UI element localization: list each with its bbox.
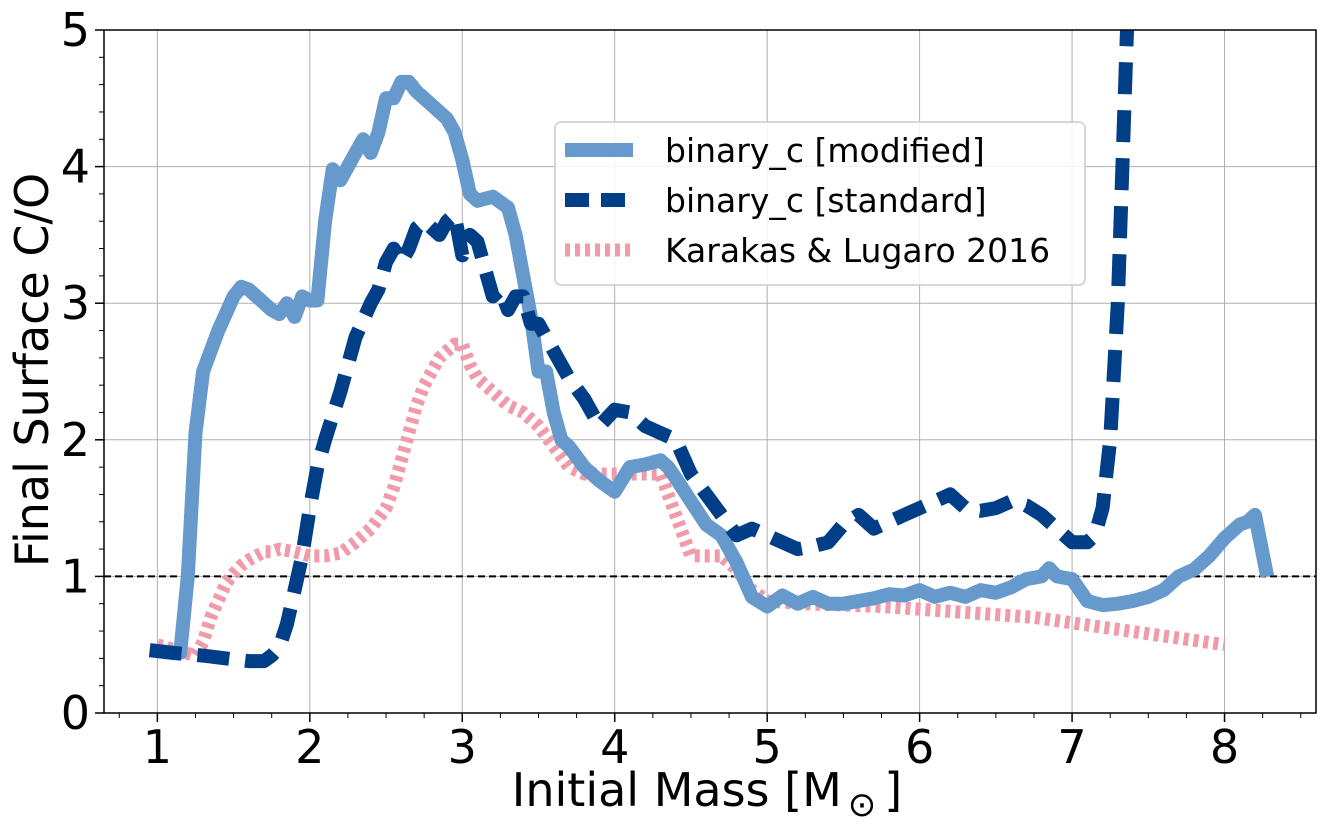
x-axis-label-main: Initial Mass [M [512, 763, 842, 817]
ticks [95, 29, 1302, 722]
legend-label-solid: binary_c [modified] [665, 131, 985, 170]
legend-box [554, 121, 1086, 286]
x-tick-label-7: 7 [1057, 720, 1086, 774]
x-tick-label-4: 4 [600, 720, 629, 774]
y-axis-label: Final Surface C/O [5, 173, 59, 567]
x-tick-label-2: 2 [295, 720, 324, 774]
x-tick-label-8: 8 [1210, 720, 1239, 774]
legend: binary_c [modified] binary_c [standard] Ka… [554, 121, 1086, 286]
legend-label-dashed: binary_c [standard] [665, 181, 987, 220]
x-tick-label-6: 6 [905, 720, 934, 774]
y-tick-label-4: 4 [61, 140, 90, 194]
series-layer [148, 29, 1275, 669]
x-axis-label: Initial Mass [M ⊙] [512, 763, 902, 825]
series-line-solid [149, 74, 1275, 660]
y-tick-label-3: 3 [61, 276, 90, 330]
x-tick-label-5: 5 [753, 720, 782, 774]
y-tick-label-0: 0 [61, 686, 90, 740]
x-tick-label-1: 1 [143, 720, 172, 774]
plot-frame [103, 29, 1317, 714]
y-tick-label-2: 2 [61, 413, 90, 467]
x-axis-label-sun-symbol: ⊙ [848, 785, 877, 825]
series-line-dotted [155, 337, 1226, 663]
y-tick-label-5: 5 [61, 3, 90, 57]
series-line-dashed [148, 29, 1134, 669]
x-axis-label-bracket: ] [884, 763, 902, 817]
x-tick-label-3: 3 [448, 720, 477, 774]
y-tick-label-1: 1 [61, 549, 90, 603]
legend-label-dotted: Karakas & Lugaro 2016 [665, 231, 1050, 270]
